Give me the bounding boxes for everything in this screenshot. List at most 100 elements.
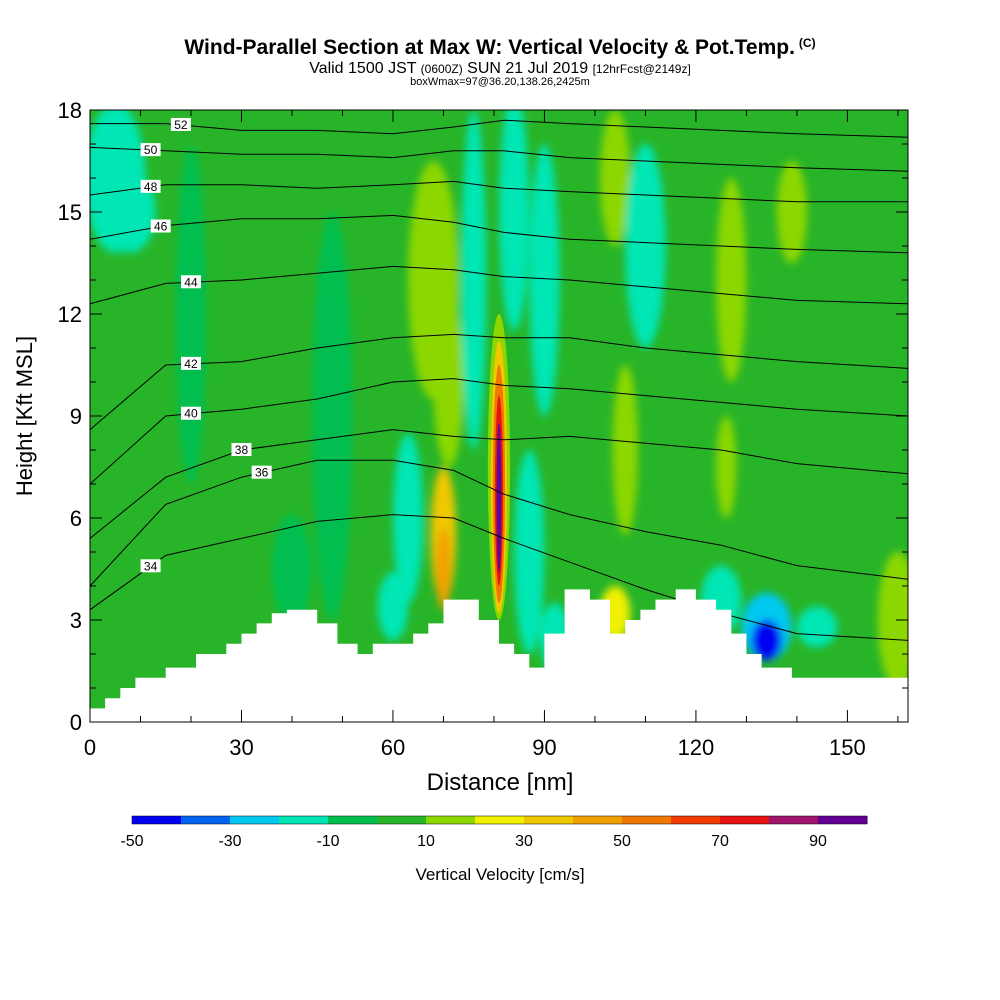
theta-contour-40 [90,378,908,485]
updraft-core [496,422,502,573]
contour-label: 42 [184,357,198,371]
contour-label: 46 [154,220,168,234]
velocity-region [716,178,747,382]
theta-contour-44 [90,265,908,305]
colorbar-swatch [818,816,868,824]
theta-contours: 34 36 38 40 42 44 46 48 50 52 [90,117,908,641]
x-tick-label: 120 [678,735,715,760]
velocity-region [175,144,207,484]
colorbar-tick-label: -50 [120,833,143,850]
velocity-region [312,212,353,620]
theta-contour-36 [90,459,908,587]
colorbar-tick-label: 10 [417,833,435,850]
theta-contour-50 [90,146,908,172]
contour-label-bg [231,443,252,456]
x-tick-label: 0 [84,735,96,760]
contour-label-bg [140,143,161,157]
x-tick-label: 60 [381,735,405,760]
contour-label-bg [180,406,201,420]
velocity-region [392,433,424,603]
colorbar-swatch [671,816,721,824]
colorbar-swatch [524,816,574,824]
velocity-region [751,620,782,661]
colorbar-swatch [132,816,182,824]
y-axis-label: Height [Kft MSL] [12,336,37,496]
contour-label-bg [150,219,171,233]
velocity-region [625,144,666,348]
terrain [90,589,908,722]
y-tick-label: 9 [70,404,82,429]
colorbar-tick-label: -10 [316,833,339,850]
chart-subtitle: Valid 1500 JST (0600Z) SUN 21 Jul 2019 [… [0,60,1000,78]
velocity-region [612,365,638,535]
colorbar-swatch [181,816,231,824]
theta-contour-38 [90,429,908,539]
contour-label: 50 [144,143,158,157]
velocity-region [271,514,313,624]
y-tick-label: 15 [58,200,82,225]
colorbar-tick-label: 90 [809,833,827,850]
colorbar-swatch [328,816,378,824]
velocity-region [716,416,737,518]
contour-label-bg [180,356,201,370]
x-tick-label: 90 [532,735,556,760]
colorbar-swatch [720,816,770,824]
contour-label-bg [140,559,161,573]
chart-title: Wind-Parallel Section at Max W: Vertical… [0,36,1000,60]
contour-label: 38 [235,443,249,457]
velocity-field [90,110,908,722]
contour-label-bg [251,465,272,479]
velocity-region [599,110,631,246]
colorbar-tick-label: 70 [711,833,729,850]
velocity-region [776,161,808,263]
contour-label: 48 [144,180,158,194]
velocity-region [461,110,487,450]
velocity-region [377,572,409,641]
theta-contour-34 [90,514,908,641]
y-tick-label: 6 [70,506,82,531]
velocity-region [435,528,452,610]
valid-date: SUN 21 Jul 2019 [467,60,589,77]
colorbar-swatch [426,816,476,824]
velocity-region [796,606,838,648]
copyright-mark: (C) [798,36,816,50]
forecast-info: [12hrFcst@2149z] [592,62,691,76]
colorbar-swatch [279,816,329,824]
box-info: boxWmax=97@36.20,138.26,2425m [410,76,590,88]
colorbar-swatch [573,816,623,824]
valid-time-z: (0600Z) [420,62,463,76]
theta-contour-52 [90,119,908,138]
contour-label: 52 [174,118,188,132]
colorbar-frame [131,815,868,825]
colorbar-swatch [622,816,672,824]
theta-contour-48 [90,180,908,203]
velocity-region [877,552,908,688]
y-tick-label: 3 [70,608,82,633]
colorbar: -50 -30 -10 10 30 50 70 90 [120,815,868,850]
colorbar-swatch [475,816,525,824]
contour-label: 44 [184,275,198,289]
y-tick-label: 0 [70,710,82,735]
colorbar-tick-label: 30 [515,833,533,850]
theta-contour-42 [90,333,908,430]
y-tick-label: 12 [58,302,82,327]
colorbar-swatch [230,816,280,824]
colorbar-label: Vertical Velocity [cm/s] [415,865,584,884]
colorbar-tick-label: -30 [218,833,241,850]
valid-time: Valid 1500 JST [309,60,417,77]
velocity-region [514,450,545,654]
velocity-region [433,297,464,467]
x-tick-label: 30 [229,735,253,760]
contour-label-bg [180,275,201,289]
x-tick-label: 150 [829,735,866,760]
colorbar-swatch [769,816,819,824]
x-axis-label: Distance [nm] [427,769,574,796]
contour-label: 34 [144,559,158,573]
contour-label-bg [170,117,191,131]
chart-title-text: Wind-Parallel Section at Max W: Vertical… [184,36,795,59]
velocity-region [499,110,530,331]
theta-contour-46 [90,214,908,254]
velocity-region [529,144,560,416]
